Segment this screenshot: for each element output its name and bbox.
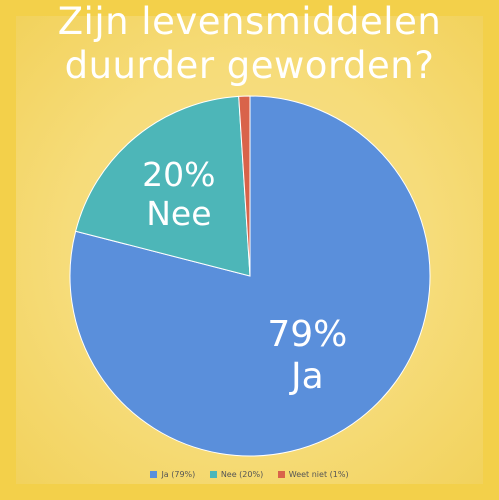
legend-item-nee: Nee (20%) <box>209 470 264 479</box>
legend-swatch-nee <box>209 471 217 478</box>
title-line-1: Zijn levensmiddelen <box>57 0 442 43</box>
legend-label-weet-niet: Weet niet (1%) <box>288 470 349 479</box>
legend: Ja (79%) Nee (20%) Weet niet (1%) <box>0 470 499 479</box>
pie-slice-weet-niet <box>238 95 251 277</box>
legend-label-ja: Ja (79%) <box>161 470 196 479</box>
legend-swatch-ja <box>150 471 158 478</box>
legend-swatch-weet-niet <box>277 471 285 478</box>
chart-title: Zijn levensmiddelen duurder geworden? <box>0 0 499 88</box>
legend-label-nee: Nee (20%) <box>220 470 264 479</box>
pie-slice-ja <box>69 95 431 457</box>
slice-label-nee: Nee <box>146 194 211 233</box>
legend-item-weet-niet: Weet niet (1%) <box>277 470 349 479</box>
slice-label-ja: Ja <box>289 356 324 397</box>
slice-percent-nee: 20% <box>142 155 215 194</box>
pie-slice-nee <box>75 95 251 277</box>
title-line-2: duurder geworden? <box>64 44 435 87</box>
legend-item-ja: Ja (79%) <box>150 470 195 479</box>
slice-percent-ja: 79% <box>267 314 347 355</box>
